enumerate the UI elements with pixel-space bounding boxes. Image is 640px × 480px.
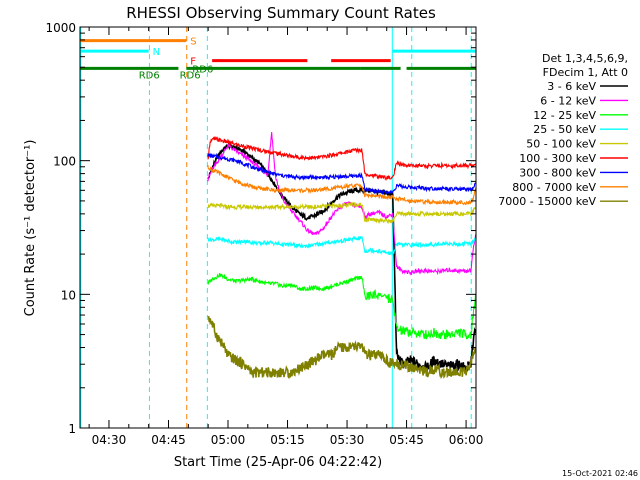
series-line	[207, 142, 477, 374]
legend-entry-label: 300 - 800 keV	[519, 166, 596, 179]
series-line	[207, 164, 477, 206]
series-line	[207, 273, 477, 340]
x-tick-label: 04:30	[92, 433, 127, 447]
legend: Det 1,3,4,5,6,9,FDecim 1, Att 03 - 6 keV…	[498, 52, 628, 208]
y-tick-label: 1000	[45, 21, 76, 35]
x-tick-label: 05:30	[330, 433, 365, 447]
x-tick-label: 04:45	[151, 433, 186, 447]
y-tick-label: 10	[61, 288, 76, 302]
legend-header-line: FDecim 1, Att 0	[543, 66, 628, 79]
series-line	[207, 135, 477, 182]
series-line	[207, 235, 477, 256]
legend-entry-label: 6 - 12 keV	[540, 94, 596, 107]
series-line	[207, 152, 476, 195]
x-tick-label: 05:15	[270, 433, 305, 447]
y-axis-label: Count Rate (s⁻¹ detector⁻¹)	[23, 140, 38, 317]
x-tick-label: 05:45	[389, 433, 424, 447]
series-line	[207, 201, 476, 225]
state-label: RD6	[139, 71, 160, 82]
state-label: RD6	[180, 71, 201, 82]
y-tick-label: 100	[53, 155, 76, 169]
x-tick-label: 05:00	[211, 433, 246, 447]
x-tick-label: 06:00	[449, 433, 484, 447]
plot-frame	[79, 26, 477, 429]
footer-timestamp: 15-Oct-2021 02:46	[562, 469, 638, 478]
state-bar-label: S	[190, 37, 196, 48]
legend-header-line: Det 1,3,4,5,6,9,	[542, 52, 628, 65]
legend-entry-label: 7000 - 15000 keV	[498, 195, 596, 208]
y-tick-label: 1	[68, 422, 76, 436]
legend-entry-label: 800 - 7000 keV	[512, 181, 596, 194]
series-line	[207, 316, 476, 380]
y-axis: 1 10 100 1000	[45, 21, 476, 436]
x-axis-label: Start Time (25-Apr-06 04:22:42)	[174, 455, 382, 470]
legend-entry-label: 3 - 6 keV	[547, 80, 596, 93]
state-bar-label: F	[190, 57, 196, 68]
legend-entry-label: 25 - 50 keV	[533, 123, 596, 136]
legend-entry-label: 50 - 100 keV	[526, 138, 596, 151]
series-lines	[207, 132, 477, 380]
legend-entry-label: 100 - 300 keV	[519, 152, 596, 165]
legend-entry-label: 12 - 25 keV	[533, 109, 596, 122]
chart-title: RHESSI Observing Summary Count Rates	[126, 4, 436, 22]
state-bar-label: N	[153, 47, 160, 58]
x-axis: 04:30 04:45 05:00 05:15 05:30 05:45 06:00	[88, 27, 484, 447]
state-bar-label: RD6	[192, 64, 213, 75]
